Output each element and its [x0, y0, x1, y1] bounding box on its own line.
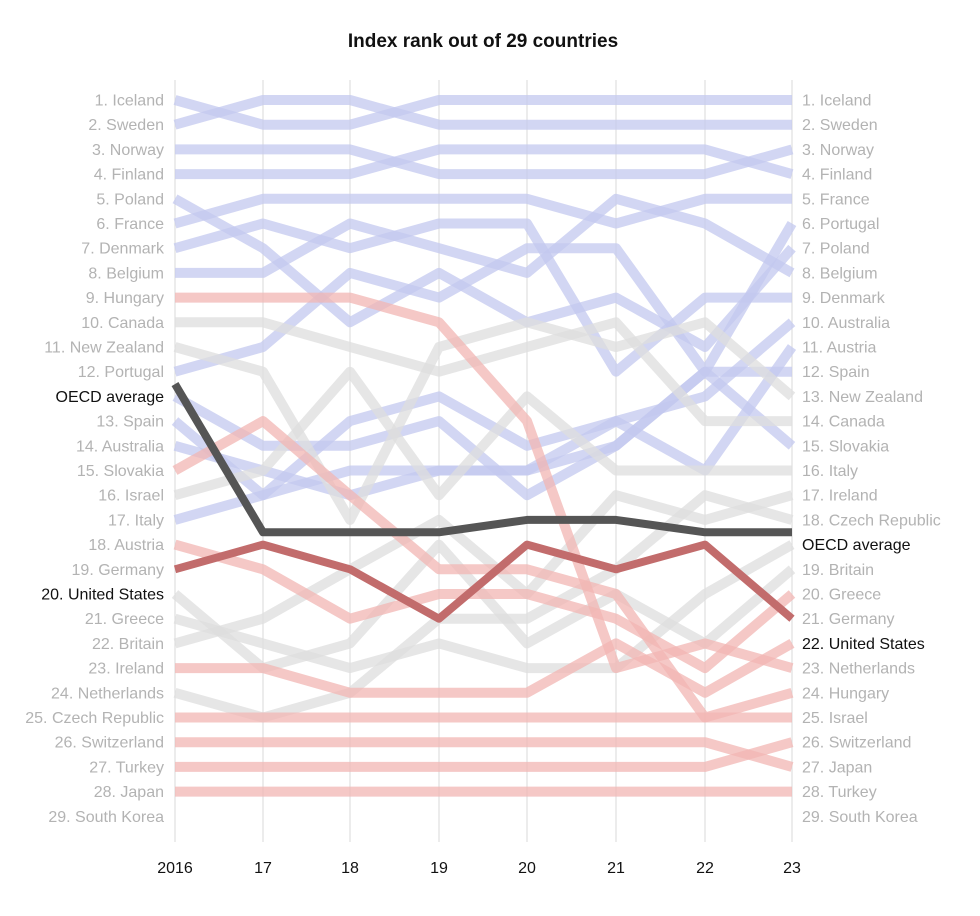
- series-line-denmark: [173, 218, 792, 377]
- right-label-2-sweden: 2. Sweden: [802, 117, 878, 134]
- right-label-20-greece: 20. Greece: [802, 587, 881, 604]
- series-line-iceland: [173, 95, 792, 130]
- series-line-turkey: [175, 737, 794, 772]
- right-label-18-czech-republic: 18. Czech Republic: [802, 512, 941, 529]
- right-label-3-norway: 3. Norway: [802, 142, 874, 159]
- left-label-29-south-korea: 29. South Korea: [48, 809, 164, 826]
- left-label-25-czech-republic: 25. Czech Republic: [25, 710, 164, 727]
- right-label-11-austria: 11. Austria: [802, 340, 877, 357]
- left-label-9-hungary: 9. Hungary: [86, 290, 164, 307]
- x-tick-2016: 2016: [157, 860, 193, 877]
- left-label-28-japan: 28. Japan: [94, 784, 164, 801]
- left-label-1-iceland: 1. Iceland: [95, 93, 164, 110]
- x-tick-18: 18: [341, 860, 359, 877]
- left-label-16-israel: 16. Israel: [98, 488, 164, 505]
- right-label-29-south-korea: 29. South Korea: [802, 809, 918, 826]
- left-label-27-turkey: 27. Turkey: [89, 759, 164, 776]
- right-label-12-spain: 12. Spain: [802, 364, 870, 381]
- left-label-11-new-zealand: 11. New Zealand: [44, 340, 164, 357]
- series-lines: [171, 95, 797, 797]
- right-label-10-australia: 10. Australia: [802, 315, 890, 332]
- left-label-3-norway: 3. Norway: [92, 142, 164, 159]
- right-label-23-netherlands: 23. Netherlands: [802, 661, 915, 678]
- right-label-5-france: 5. France: [802, 191, 870, 208]
- left-label-7-denmark: 7. Denmark: [81, 241, 165, 258]
- left-label-19-germany: 19. Germany: [72, 562, 164, 579]
- right-label-7-poland: 7. Poland: [802, 241, 870, 258]
- series-line-norway: [175, 144, 794, 180]
- left-label-10-canada: 10. Canada: [81, 315, 164, 332]
- left-label-21-greece: 21. Greece: [85, 611, 164, 628]
- x-tick-21: 21: [607, 860, 625, 877]
- right-label-14-canada: 14. Canada: [802, 414, 885, 431]
- right-label-13-new-zealand: 13. New Zealand: [802, 389, 923, 406]
- x-axis-ticks: 2016 17 18 19 20 21 22 23: [157, 860, 801, 877]
- left-label-14-australia: 14. Australia: [76, 438, 164, 455]
- left-rank-labels: 1. Iceland 2. Sweden 3. Norway 4. Finland 5.…: [25, 93, 165, 826]
- left-label-26-switzerland: 26. Switzerland: [55, 735, 164, 752]
- series-line-united-states: [173, 540, 795, 623]
- left-label-6-france: 6. France: [96, 216, 164, 233]
- series-line-canada: [175, 317, 792, 427]
- left-label-2-sweden: 2. Sweden: [88, 117, 164, 134]
- left-label-13-spain: 13. Spain: [96, 414, 164, 431]
- right-label-9-denmark: 9. Denmark: [802, 290, 886, 307]
- series-line-new-zealand: [173, 317, 796, 525]
- grid-lines: [174, 80, 793, 842]
- right-label-16-italy: 16. Italy: [802, 463, 858, 480]
- x-tick-22: 22: [696, 860, 714, 877]
- series-line-germany: [173, 539, 796, 674]
- series-line-netherlands: [175, 638, 795, 698]
- series-line-finland: [175, 144, 794, 180]
- left-label-18-austria: 18. Austria: [88, 537, 164, 554]
- left-label-17-italy: 17. Italy: [108, 512, 164, 529]
- right-label-22-united-states: 22. United States: [802, 636, 925, 653]
- right-label-15-slovakia: 15. Slovakia: [802, 438, 889, 455]
- series-line-portugal: [173, 220, 797, 377]
- x-tick-17: 17: [254, 860, 272, 877]
- right-label-26-switzerland: 26. Switzerland: [802, 735, 911, 752]
- series-line-italy: [173, 366, 792, 501]
- left-label-15-slovakia: 15. Slovakia: [77, 463, 164, 480]
- right-label-oecd-average: OECD average: [802, 537, 911, 554]
- left-label-20-united-states: 20. United States: [41, 587, 164, 604]
- right-label-24-hungary: 24. Hungary: [802, 685, 889, 702]
- series-line-oecd-average: [171, 382, 792, 537]
- series-line-slovakia: [173, 366, 796, 501]
- right-label-21-germany: 21. Germany: [802, 611, 894, 628]
- right-label-17-ireland: 17. Ireland: [802, 488, 878, 505]
- chart-title: Index rank out of 29 countries: [348, 31, 618, 52]
- left-label-5-poland: 5. Poland: [96, 191, 164, 208]
- left-label-22-britain: 22. Britain: [92, 636, 164, 653]
- x-tick-23: 23: [783, 860, 801, 877]
- right-label-25-israel: 25. Israel: [802, 710, 868, 727]
- right-label-1-iceland: 1. Iceland: [802, 93, 871, 110]
- series-line-japan: [175, 737, 794, 772]
- series-line-ireland: [173, 490, 794, 649]
- left-label-12-portugal: 12. Portugal: [78, 364, 164, 381]
- x-tick-19: 19: [430, 860, 448, 877]
- right-label-4-finland: 4. Finland: [802, 167, 872, 184]
- right-label-28-turkey: 28. Turkey: [802, 784, 877, 801]
- series-line-israel: [172, 416, 794, 723]
- right-rank-labels: 1. Iceland 2. Sweden 3. Norway 4. Finland 5.…: [802, 93, 941, 826]
- right-label-27-japan: 27. Japan: [802, 759, 872, 776]
- right-label-8-belgium: 8. Belgium: [802, 265, 878, 282]
- right-label-6-portugal: 6. Portugal: [802, 216, 879, 233]
- left-label-24-netherlands: 24. Netherlands: [51, 685, 164, 702]
- x-tick-20: 20: [518, 860, 536, 877]
- series-line-britain: [173, 540, 795, 674]
- series-line-hungary: [175, 292, 794, 674]
- left-label-oecd-average: OECD average: [56, 389, 165, 406]
- right-label-19-britain: 19. Britain: [802, 562, 874, 579]
- series-line-france: [173, 193, 792, 229]
- left-label-23-ireland: 23. Ireland: [88, 661, 164, 678]
- left-label-4-finland: 4. Finland: [94, 167, 164, 184]
- series-line-belgium: [175, 193, 795, 278]
- left-label-8-belgium: 8. Belgium: [88, 265, 164, 282]
- series-line-sweden: [173, 95, 792, 130]
